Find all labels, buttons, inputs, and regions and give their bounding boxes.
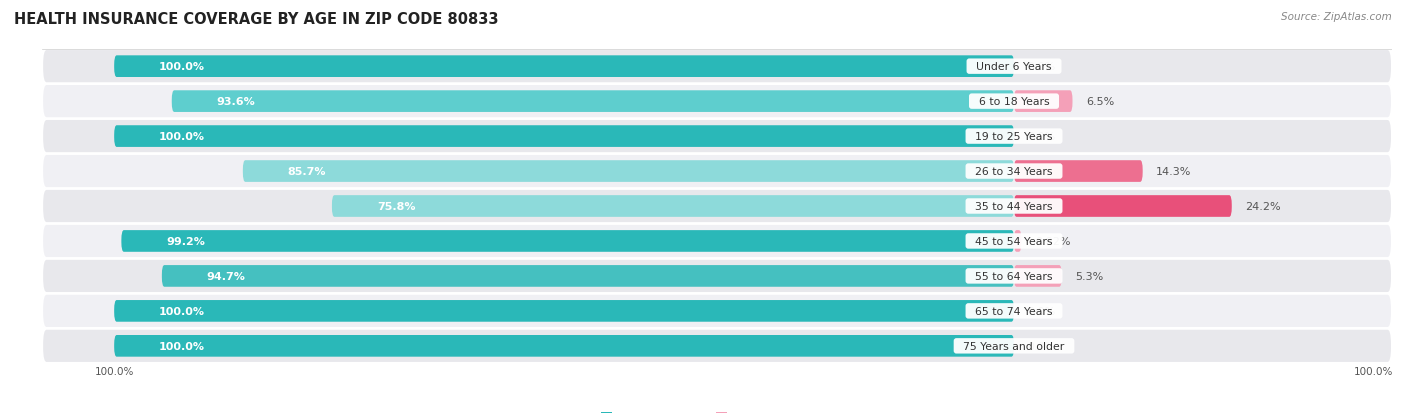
FancyBboxPatch shape xyxy=(332,196,1014,217)
FancyBboxPatch shape xyxy=(42,120,1392,154)
Text: 94.7%: 94.7% xyxy=(207,271,246,281)
FancyBboxPatch shape xyxy=(243,161,1014,183)
Text: 65 to 74 Years: 65 to 74 Years xyxy=(969,306,1060,316)
Text: 100.0%: 100.0% xyxy=(159,341,205,351)
Text: 0.82%: 0.82% xyxy=(1035,236,1070,247)
FancyBboxPatch shape xyxy=(114,300,1014,322)
Text: 14.3%: 14.3% xyxy=(1156,166,1191,177)
FancyBboxPatch shape xyxy=(1014,230,1021,252)
Text: 35 to 44 Years: 35 to 44 Years xyxy=(969,202,1060,211)
Text: 45 to 54 Years: 45 to 54 Years xyxy=(969,236,1060,247)
Text: 99.2%: 99.2% xyxy=(166,236,205,247)
FancyBboxPatch shape xyxy=(42,259,1392,293)
FancyBboxPatch shape xyxy=(172,91,1014,113)
FancyBboxPatch shape xyxy=(114,335,1014,357)
Text: 6.5%: 6.5% xyxy=(1085,97,1114,107)
FancyBboxPatch shape xyxy=(42,50,1392,84)
Text: 100.0%: 100.0% xyxy=(159,62,205,72)
FancyBboxPatch shape xyxy=(42,85,1392,119)
Text: 24.2%: 24.2% xyxy=(1246,202,1281,211)
FancyBboxPatch shape xyxy=(1014,91,1073,113)
Text: 85.7%: 85.7% xyxy=(288,166,326,177)
Text: 6 to 18 Years: 6 to 18 Years xyxy=(972,97,1056,107)
FancyBboxPatch shape xyxy=(42,224,1392,259)
Text: 75.8%: 75.8% xyxy=(377,202,415,211)
Text: Source: ZipAtlas.com: Source: ZipAtlas.com xyxy=(1281,12,1392,22)
Text: 0.0%: 0.0% xyxy=(1028,341,1056,351)
FancyBboxPatch shape xyxy=(42,329,1392,363)
Text: 0.0%: 0.0% xyxy=(1028,306,1056,316)
FancyBboxPatch shape xyxy=(1014,196,1232,217)
FancyBboxPatch shape xyxy=(1014,266,1062,287)
Text: HEALTH INSURANCE COVERAGE BY AGE IN ZIP CODE 80833: HEALTH INSURANCE COVERAGE BY AGE IN ZIP … xyxy=(14,12,499,27)
Text: 55 to 64 Years: 55 to 64 Years xyxy=(969,271,1060,281)
Text: 19 to 25 Years: 19 to 25 Years xyxy=(969,132,1060,142)
Text: 100.0%: 100.0% xyxy=(159,132,205,142)
FancyBboxPatch shape xyxy=(114,56,1014,78)
Text: 0.0%: 0.0% xyxy=(1028,62,1056,72)
FancyBboxPatch shape xyxy=(162,266,1014,287)
Text: 5.3%: 5.3% xyxy=(1076,271,1104,281)
FancyBboxPatch shape xyxy=(121,230,1014,252)
Text: 93.6%: 93.6% xyxy=(217,97,256,107)
FancyBboxPatch shape xyxy=(1014,161,1143,183)
Text: 26 to 34 Years: 26 to 34 Years xyxy=(969,166,1060,177)
FancyBboxPatch shape xyxy=(42,154,1392,189)
FancyBboxPatch shape xyxy=(114,126,1014,147)
Text: Under 6 Years: Under 6 Years xyxy=(969,62,1059,72)
Text: 100.0%: 100.0% xyxy=(159,306,205,316)
Text: 75 Years and older: 75 Years and older xyxy=(956,341,1071,351)
Text: 0.0%: 0.0% xyxy=(1028,132,1056,142)
FancyBboxPatch shape xyxy=(42,190,1392,223)
Legend: With Coverage, Without Coverage: With Coverage, Without Coverage xyxy=(596,408,838,413)
FancyBboxPatch shape xyxy=(42,294,1392,328)
